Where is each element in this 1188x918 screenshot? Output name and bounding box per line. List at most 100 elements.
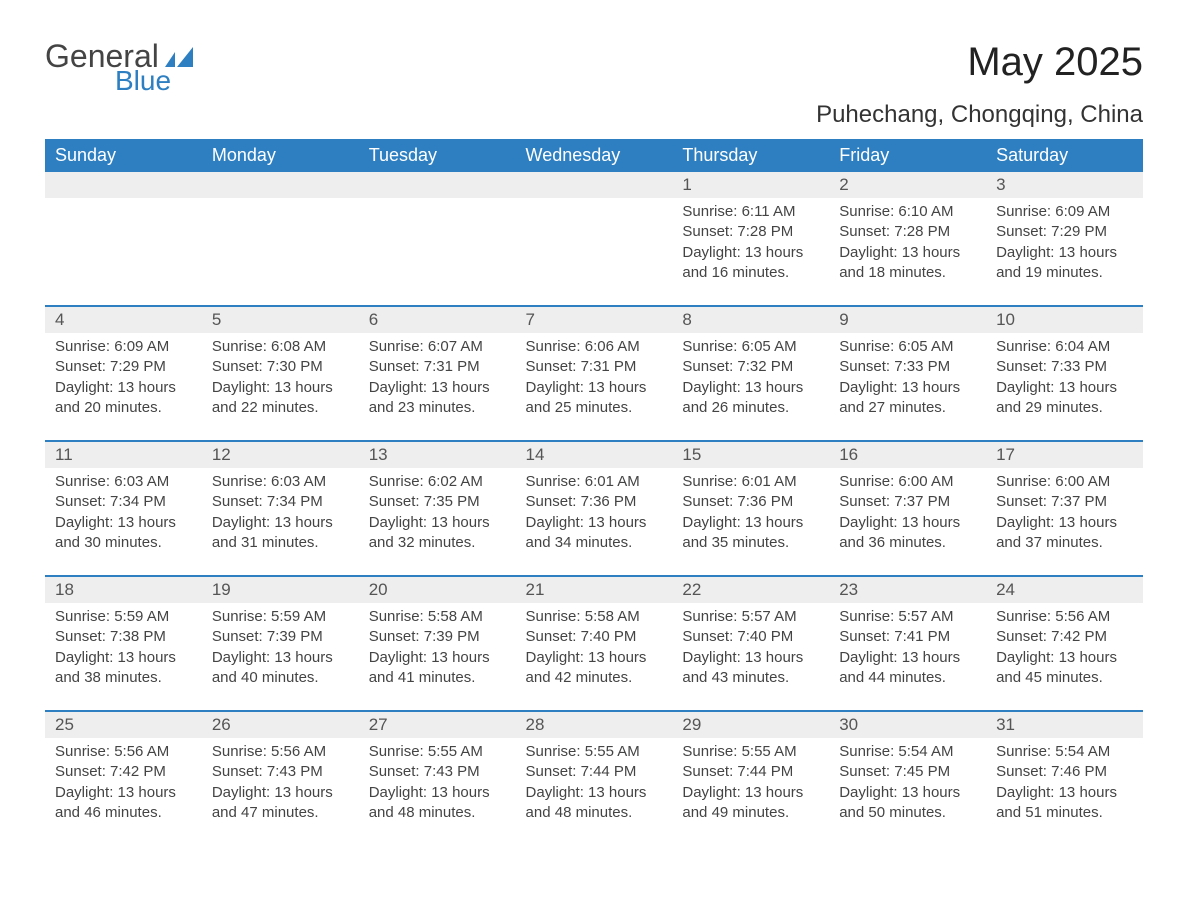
sunset-line: Sunset: 7:32 PM (682, 357, 819, 377)
calendar-day-cell: 13Sunrise: 6:02 AMSunset: 7:35 PMDayligh… (359, 441, 516, 576)
day-number: 9 (829, 307, 986, 333)
sunrise-line: Sunrise: 6:05 AM (682, 337, 819, 357)
calendar-table: Sunday Monday Tuesday Wednesday Thursday… (45, 139, 1143, 845)
sunset-line: Sunset: 7:34 PM (212, 492, 349, 512)
daylight-line: Daylight: 13 hours and 32 minutes. (369, 513, 506, 554)
calendar-day-cell: 5Sunrise: 6:08 AMSunset: 7:30 PMDaylight… (202, 306, 359, 441)
day-number: 15 (672, 442, 829, 468)
daylight-line: Daylight: 13 hours and 51 minutes. (996, 783, 1133, 824)
daylight-line: Daylight: 13 hours and 30 minutes. (55, 513, 192, 554)
calendar-day-cell (359, 172, 516, 306)
day-details: Sunrise: 6:06 AMSunset: 7:31 PMDaylight:… (516, 333, 673, 418)
sunrise-line: Sunrise: 5:55 AM (526, 742, 663, 762)
day-details: Sunrise: 5:55 AMSunset: 7:44 PMDaylight:… (672, 738, 829, 823)
sunrise-line: Sunrise: 6:08 AM (212, 337, 349, 357)
day-number: 23 (829, 577, 986, 603)
day-details: Sunrise: 6:09 AMSunset: 7:29 PMDaylight:… (45, 333, 202, 418)
sunset-line: Sunset: 7:46 PM (996, 762, 1133, 782)
daylight-line: Daylight: 13 hours and 44 minutes. (839, 648, 976, 689)
day-details: Sunrise: 5:59 AMSunset: 7:38 PMDaylight:… (45, 603, 202, 688)
daylight-line: Daylight: 13 hours and 48 minutes. (526, 783, 663, 824)
daylight-line: Daylight: 13 hours and 31 minutes. (212, 513, 349, 554)
calendar-day-cell: 16Sunrise: 6:00 AMSunset: 7:37 PMDayligh… (829, 441, 986, 576)
calendar-day-cell: 18Sunrise: 5:59 AMSunset: 7:38 PMDayligh… (45, 576, 202, 711)
calendar-day-cell: 24Sunrise: 5:56 AMSunset: 7:42 PMDayligh… (986, 576, 1143, 711)
day-details: Sunrise: 6:00 AMSunset: 7:37 PMDaylight:… (829, 468, 986, 553)
day-details: Sunrise: 5:56 AMSunset: 7:42 PMDaylight:… (986, 603, 1143, 688)
sunrise-line: Sunrise: 5:59 AM (55, 607, 192, 627)
sunset-line: Sunset: 7:41 PM (839, 627, 976, 647)
daylight-line: Daylight: 13 hours and 20 minutes. (55, 378, 192, 419)
calendar-day-cell: 28Sunrise: 5:55 AMSunset: 7:44 PMDayligh… (516, 711, 673, 845)
day-number: 12 (202, 442, 359, 468)
day-number: 26 (202, 712, 359, 738)
sunrise-line: Sunrise: 6:02 AM (369, 472, 506, 492)
day-number: 3 (986, 172, 1143, 198)
calendar-day-cell: 14Sunrise: 6:01 AMSunset: 7:36 PMDayligh… (516, 441, 673, 576)
sunrise-line: Sunrise: 5:57 AM (839, 607, 976, 627)
day-details: Sunrise: 6:01 AMSunset: 7:36 PMDaylight:… (672, 468, 829, 553)
weekday-header: Thursday (672, 139, 829, 172)
sunset-line: Sunset: 7:45 PM (839, 762, 976, 782)
day-details: Sunrise: 6:03 AMSunset: 7:34 PMDaylight:… (45, 468, 202, 553)
sunset-line: Sunset: 7:43 PM (212, 762, 349, 782)
day-number: 1 (672, 172, 829, 198)
day-number: 31 (986, 712, 1143, 738)
daylight-line: Daylight: 13 hours and 41 minutes. (369, 648, 506, 689)
sunrise-line: Sunrise: 5:58 AM (369, 607, 506, 627)
sunset-line: Sunset: 7:31 PM (369, 357, 506, 377)
day-details: Sunrise: 6:01 AMSunset: 7:36 PMDaylight:… (516, 468, 673, 553)
daylight-line: Daylight: 13 hours and 40 minutes. (212, 648, 349, 689)
sunset-line: Sunset: 7:34 PM (55, 492, 192, 512)
sunset-line: Sunset: 7:36 PM (526, 492, 663, 512)
calendar-day-cell: 3Sunrise: 6:09 AMSunset: 7:29 PMDaylight… (986, 172, 1143, 306)
sunrise-line: Sunrise: 6:09 AM (55, 337, 192, 357)
day-details: Sunrise: 5:54 AMSunset: 7:46 PMDaylight:… (986, 738, 1143, 823)
calendar-week-row: 25Sunrise: 5:56 AMSunset: 7:42 PMDayligh… (45, 711, 1143, 845)
sunset-line: Sunset: 7:44 PM (682, 762, 819, 782)
calendar-day-cell: 22 Sunrise: 5:57 AMSunset: 7:40 PMDayligh… (672, 576, 829, 711)
weekday-header: Saturday (986, 139, 1143, 172)
day-details: Sunrise: 6:07 AMSunset: 7:31 PMDaylight:… (359, 333, 516, 418)
day-number: 7 (516, 307, 673, 333)
day-number: 28 (516, 712, 673, 738)
calendar-week-row: 11Sunrise: 6:03 AMSunset: 7:34 PMDayligh… (45, 441, 1143, 576)
day-number: 8 (672, 307, 829, 333)
location: Puhechang, Chongqing, China (45, 101, 1143, 129)
sunset-line: Sunset: 7:42 PM (996, 627, 1133, 647)
daylight-line: Daylight: 13 hours and 43 minutes. (682, 648, 819, 689)
daylight-line: Daylight: 13 hours and 49 minutes. (682, 783, 819, 824)
sunrise-line: Sunrise: 6:03 AM (212, 472, 349, 492)
sunset-line: Sunset: 7:35 PM (369, 492, 506, 512)
page-title: May 2025 (967, 40, 1143, 85)
sunrise-line: Sunrise: 5:58 AM (526, 607, 663, 627)
daylight-line: Daylight: 13 hours and 26 minutes. (682, 378, 819, 419)
logo: General Blue (45, 40, 195, 95)
calendar-day-cell (202, 172, 359, 306)
calendar-day-cell: 12 Sunrise: 6:03 AMSunset: 7:34 PMDayligh… (202, 441, 359, 576)
sunrise-line: Sunrise: 6:00 AM (839, 472, 976, 492)
day-number: 17 (986, 442, 1143, 468)
day-details: Sunrise: 5:59 AMSunset: 7:39 PMDaylight:… (202, 603, 359, 688)
sunset-line: Sunset: 7:33 PM (839, 357, 976, 377)
sunset-line: Sunset: 7:43 PM (369, 762, 506, 782)
sunset-line: Sunset: 7:40 PM (682, 627, 819, 647)
day-number: 5 (202, 307, 359, 333)
sunset-line: Sunset: 7:40 PM (526, 627, 663, 647)
daylight-line: Daylight: 13 hours and 47 minutes. (212, 783, 349, 824)
day-details: Sunrise: 5:54 AMSunset: 7:45 PMDaylight:… (829, 738, 986, 823)
sunrise-line: Sunrise: 6:01 AM (526, 472, 663, 492)
weekday-header: Wednesday (516, 139, 673, 172)
daylight-line: Daylight: 13 hours and 46 minutes. (55, 783, 192, 824)
day-details: Sunrise: 6:11 AMSunset: 7:28 PMDaylight:… (672, 198, 829, 283)
sunrise-line: Sunrise: 6:04 AM (996, 337, 1133, 357)
day-details: Sunrise: 6:08 AMSunset: 7:30 PMDaylight:… (202, 333, 359, 418)
daylight-line: Daylight: 13 hours and 18 minutes. (839, 243, 976, 284)
day-details: Sunrise: 6:05 AMSunset: 7:32 PMDaylight:… (672, 333, 829, 418)
calendar-day-cell: 31Sunrise: 5:54 AMSunset: 7:46 PMDayligh… (986, 711, 1143, 845)
sunrise-line: Sunrise: 5:57 AM (682, 607, 819, 627)
day-number: 22 (672, 577, 829, 603)
day-details: Sunrise: 5:55 AMSunset: 7:44 PMDaylight:… (516, 738, 673, 823)
calendar-day-cell: 1Sunrise: 6:11 AMSunset: 7:28 PMDaylight… (672, 172, 829, 306)
calendar-day-cell: 29Sunrise: 5:55 AMSunset: 7:44 PMDayligh… (672, 711, 829, 845)
